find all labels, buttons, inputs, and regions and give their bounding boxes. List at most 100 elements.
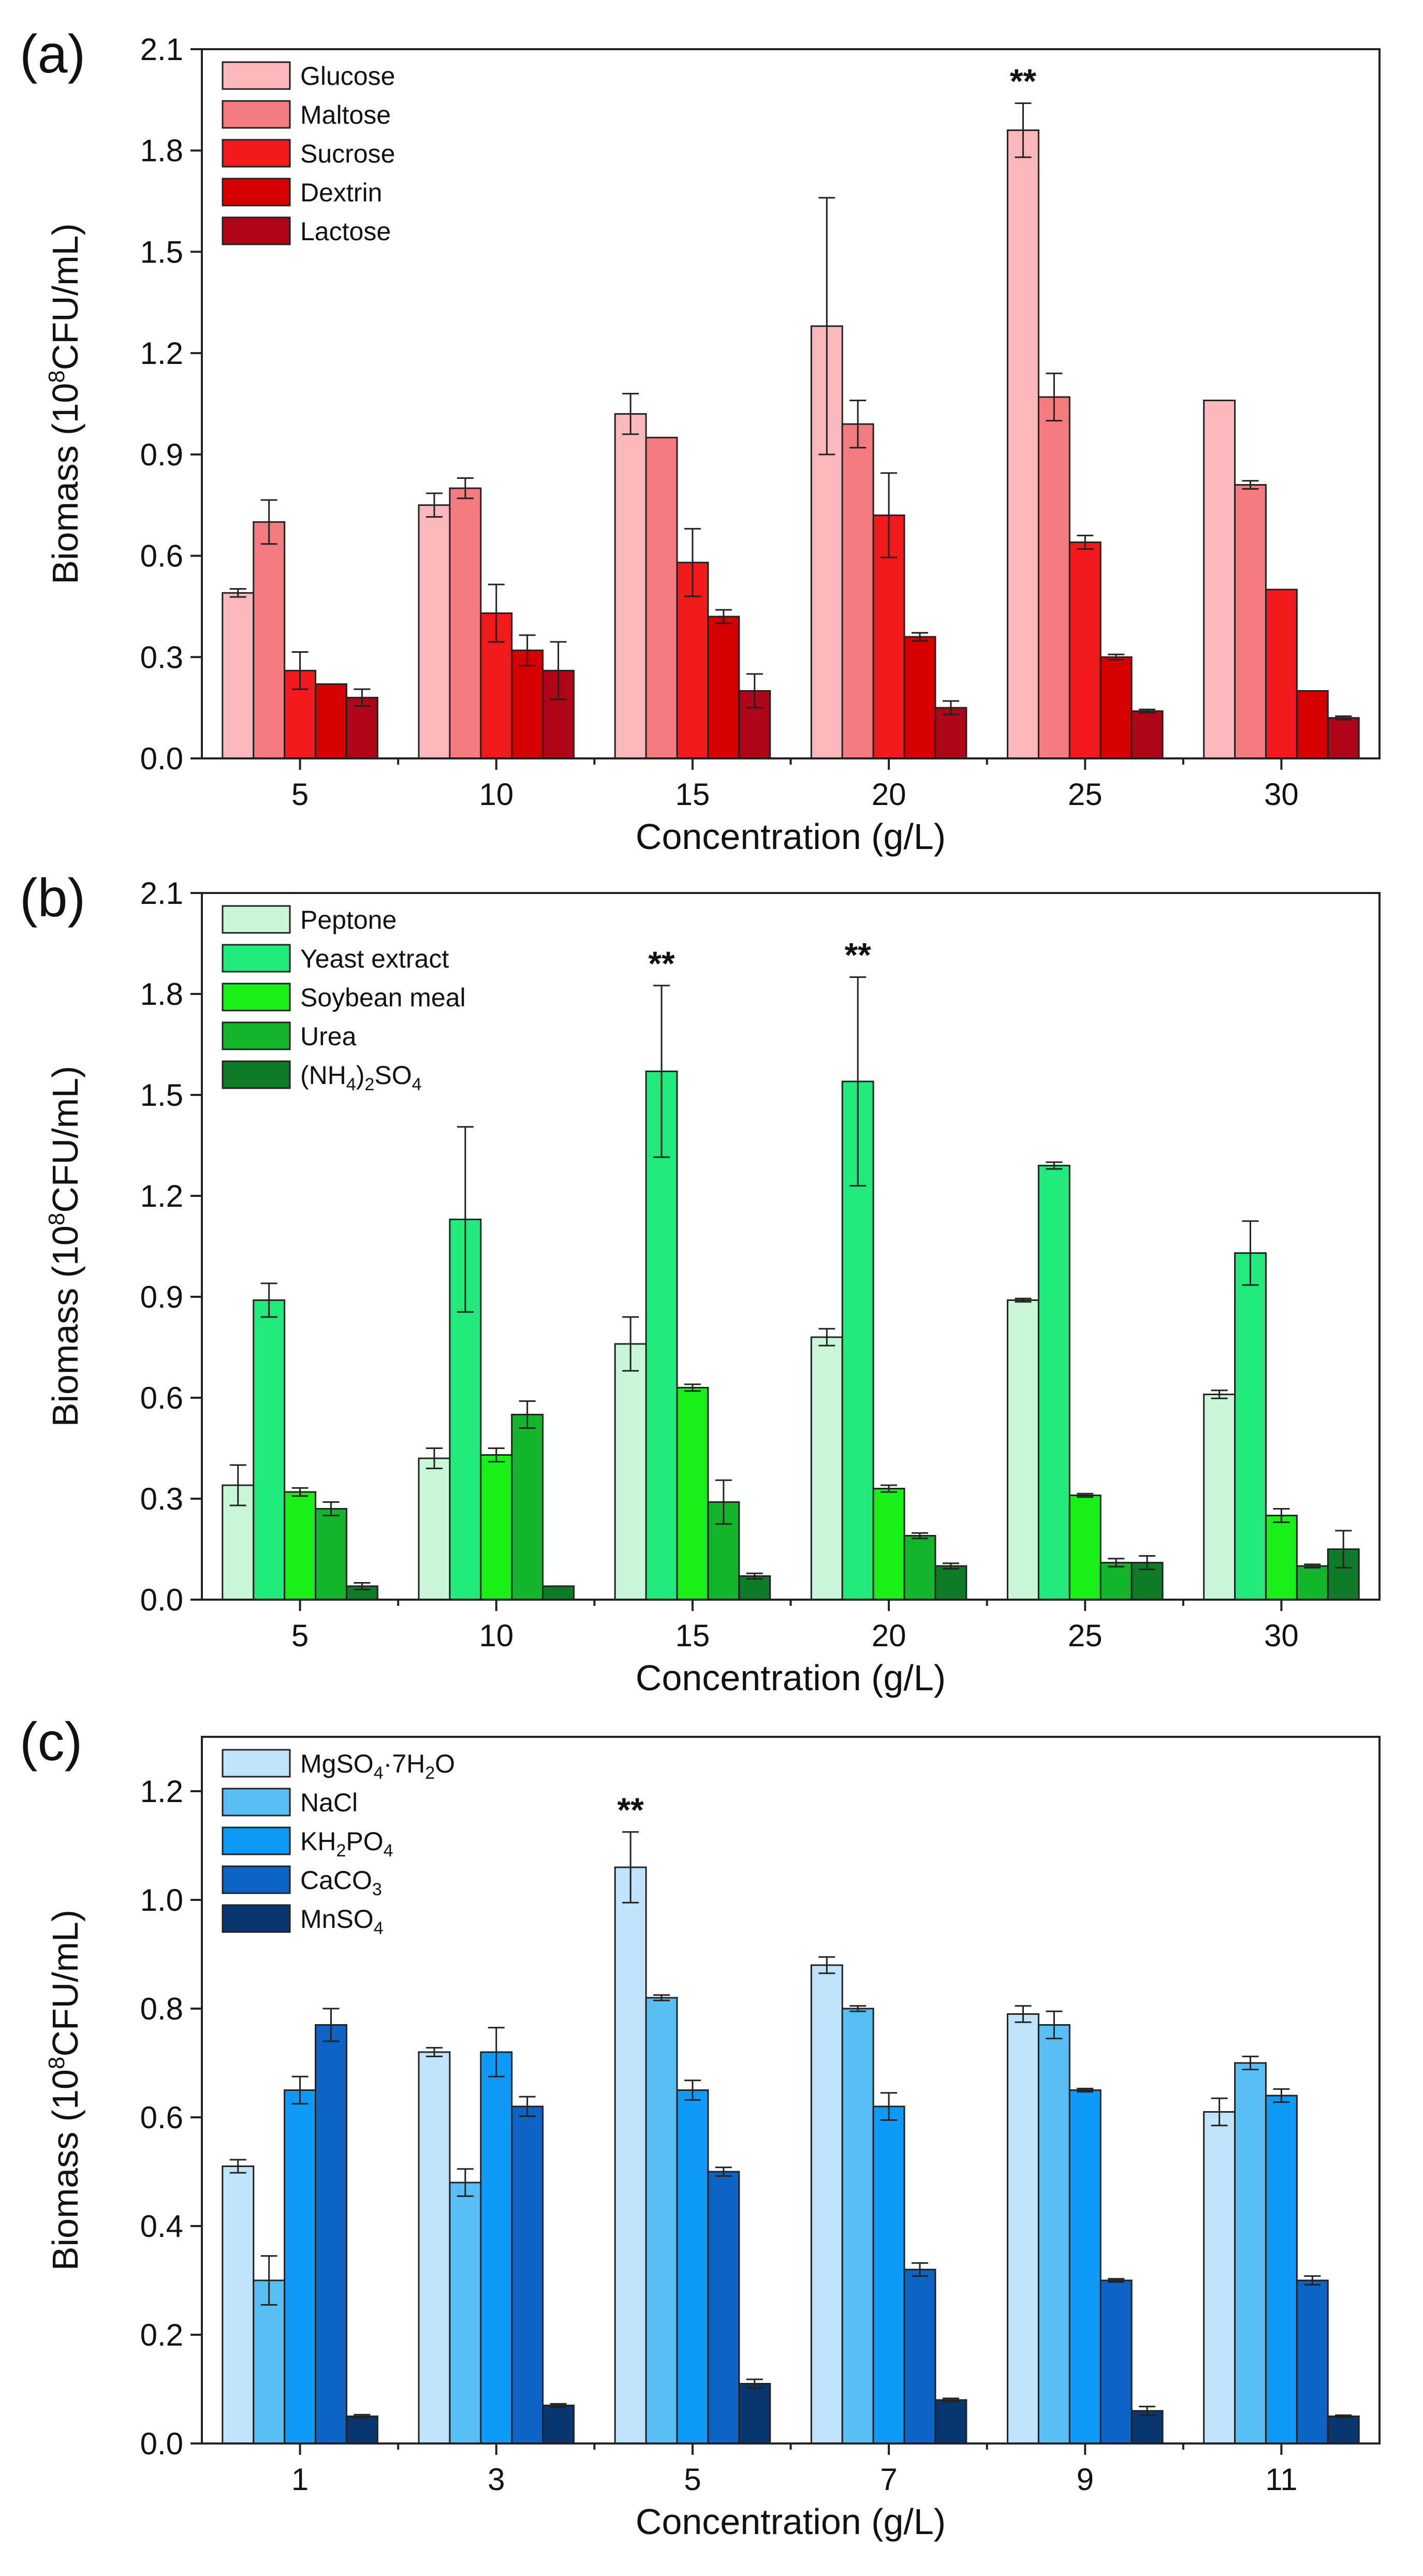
bar-maltose-10 (449, 487, 482, 759)
x-tick-label: 5 (291, 777, 309, 812)
error-bar (488, 2027, 505, 2077)
bar-dextrin-25 (1099, 656, 1133, 759)
error-bar (291, 651, 309, 690)
bar-soybean-meal-15 (676, 1387, 709, 1601)
panel-b: (b) 0.0 0.3 0.6 0.9 1.2 1.5 1.8 2.1 5 10 15 20 25 30 Co… (20, 868, 1381, 1698)
error-bar (881, 1484, 898, 1493)
error-bar (684, 2080, 701, 2101)
bar-urea-10 (511, 1414, 544, 1601)
error-bar (1015, 2005, 1032, 2023)
bar-kh2po4-5 (676, 2089, 709, 2445)
error-bar (426, 2047, 443, 2057)
legend-label: Dextrin (300, 178, 382, 207)
bar-soybean-meal-25 (1068, 1495, 1102, 1601)
bar-nacl-11 (1234, 2062, 1267, 2445)
error-bar (1211, 1389, 1228, 1399)
error-bar (1046, 1161, 1063, 1170)
bar-dextrin-20 (903, 636, 936, 759)
error-bar (911, 2262, 928, 2277)
error-bar (1335, 715, 1352, 721)
y-axis-title: Biomass (108CFU/mL) (44, 1910, 85, 2271)
error-bar (229, 588, 246, 598)
legend-label: Soybean meal (300, 983, 466, 1012)
bar-dextrin-5 (315, 683, 347, 759)
y-tick-label: 0.0 (140, 741, 183, 776)
error-bar (229, 2159, 246, 2174)
legend-swatch (222, 100, 291, 129)
y-tick-label: 0.8 (140, 1992, 183, 2026)
error-bar (354, 2413, 371, 2419)
bar-dextrin-30 (1296, 690, 1329, 759)
bar-glucose-25 (1006, 129, 1039, 759)
bar-peptone-20 (810, 1336, 843, 1601)
legend-label: Urea (300, 1022, 357, 1051)
bar-yeast-extract-25 (1037, 1165, 1070, 1601)
error-bar (550, 2403, 567, 2408)
y-tick-label: 0.6 (140, 1381, 183, 1415)
significance-mark: ** (617, 1791, 644, 1829)
error-bar (488, 583, 505, 643)
y-tick-label: 1.8 (140, 134, 183, 168)
panel-label: (b) (20, 868, 85, 928)
legend-label: Maltose (300, 100, 391, 129)
error-bar (881, 472, 898, 559)
x-tick-label: 3 (488, 2462, 505, 2497)
error-bar (1046, 372, 1063, 422)
error-bar (1077, 534, 1094, 550)
x-tick-label: 10 (479, 777, 514, 812)
bar-caco3-3 (511, 2105, 544, 2445)
y-tick-label: 1.0 (140, 1883, 183, 1918)
x-tick-label: 20 (872, 777, 906, 812)
bar-peptone-30 (1203, 1394, 1236, 1601)
error-bar (1335, 2414, 1352, 2419)
bar-nacl-1 (253, 2279, 286, 2445)
bar-kh2po4-11 (1265, 2095, 1298, 2445)
bar-caco3-5 (707, 2171, 740, 2445)
bar-soybean-meal-20 (872, 1488, 905, 1601)
error-bar (260, 1282, 277, 1318)
bar-mgso4-7h2o-3 (418, 2051, 451, 2445)
y-tick-label: 1.8 (140, 977, 183, 1012)
y-tick-label: 1.5 (140, 235, 183, 269)
bar-mgso4-7h2o-9 (1006, 2013, 1039, 2445)
error-bar (519, 1400, 536, 1429)
bar-maltose-25 (1037, 396, 1070, 759)
legend-swatch (222, 905, 291, 934)
error-bar (684, 1383, 701, 1392)
y-tick-label: 0.0 (140, 2426, 183, 2461)
bar-dextrin-10 (511, 649, 544, 759)
legend-swatch (222, 216, 291, 245)
error-bar (849, 976, 867, 1187)
error-bar (1242, 1220, 1259, 1286)
bar-mgso4-7h2o-5 (614, 1866, 647, 2445)
error-bar (457, 2168, 474, 2197)
error-bar (1046, 2010, 1063, 2040)
bar-kh2po4-7 (872, 2105, 905, 2445)
error-bar (1273, 2088, 1290, 2103)
error-bar (354, 688, 371, 707)
legend-swatch (222, 1826, 291, 1855)
legend-swatch (222, 178, 291, 207)
bar-lactose-30 (1327, 717, 1360, 759)
bar-urea-20 (903, 1535, 936, 1601)
y-tick-label: 0.3 (140, 1482, 183, 1516)
bar-soybean-meal-30 (1265, 1515, 1298, 1601)
x-tick-label: 7 (880, 2462, 897, 2497)
error-bar (1211, 2097, 1228, 2127)
error-bar (1304, 2275, 1321, 2286)
bar-caco3-1 (315, 2024, 347, 2445)
error-bar (622, 1831, 639, 1904)
error-bar (746, 673, 763, 709)
y-tick-label: 0.4 (140, 2209, 183, 2244)
error-bar (1015, 102, 1032, 158)
bar-yeast-extract-30 (1234, 1252, 1267, 1601)
bar-urea-25 (1099, 1562, 1133, 1601)
bar--nh4-2so4-10 (542, 1585, 575, 1601)
error-bar (881, 2092, 898, 2121)
bar-nacl-9 (1037, 2024, 1070, 2445)
error-bar (1139, 708, 1156, 714)
bar-maltose-5 (253, 521, 286, 759)
error-bar (457, 477, 474, 500)
bar-caco3-11 (1296, 2279, 1329, 2445)
error-bar (715, 609, 732, 624)
